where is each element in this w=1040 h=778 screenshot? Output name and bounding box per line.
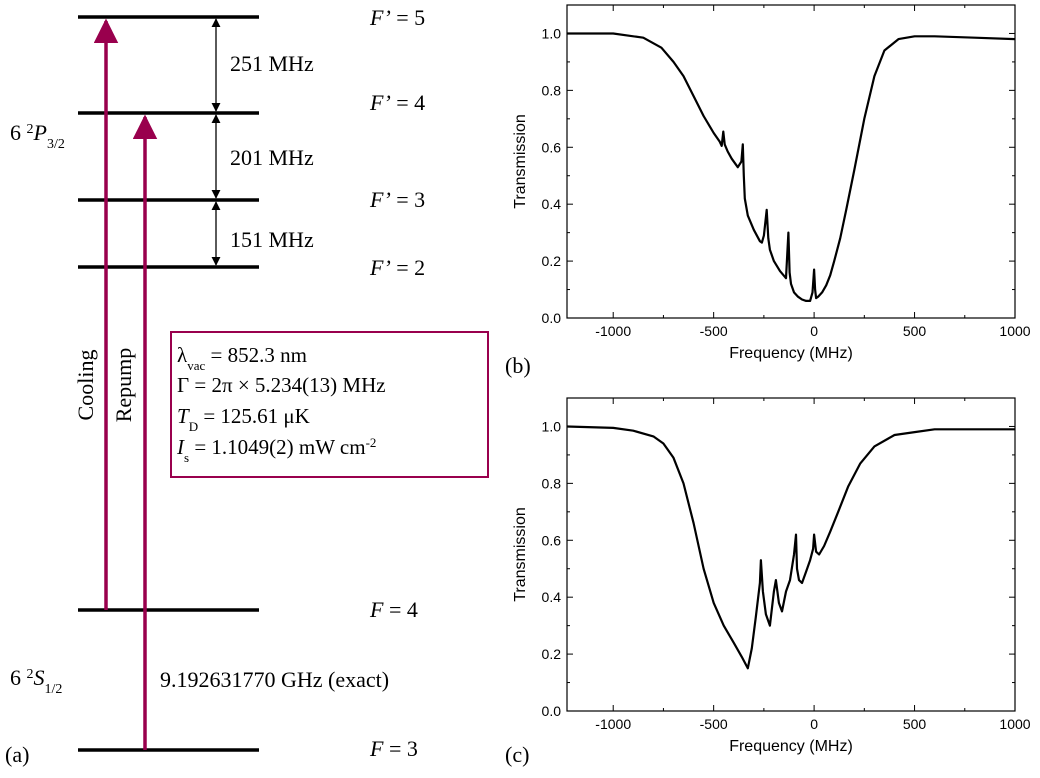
x-tick-label: 1000	[999, 716, 1030, 732]
level-label: F’ = 2	[369, 255, 425, 280]
constant-line: λvac = 852.3 nm	[177, 343, 307, 373]
x-tick-label: 0	[810, 716, 818, 732]
repump-label: Repump	[111, 348, 136, 423]
y-tick-label: 0.6	[542, 139, 562, 155]
x-tick-label: -500	[700, 323, 728, 339]
plot-frame	[566, 397, 1016, 712]
splitting-label: 201 MHz	[230, 145, 314, 170]
constant-line: TD = 125.61 μK	[177, 404, 310, 434]
level-label: F’ = 5	[369, 5, 425, 30]
level-label: F = 3	[369, 736, 418, 761]
excited-state-label: 6 2P3/2	[10, 120, 65, 152]
cooling-label: Cooling	[73, 350, 98, 421]
x-axis-title: Frequency (MHz)	[729, 345, 853, 362]
x-tick-label: -1000	[595, 323, 631, 339]
splitting-label: 251 MHz	[230, 51, 314, 76]
transmission-line	[566, 425, 1015, 670]
panel-label: (c)	[505, 742, 529, 767]
y-tick-label: 0.6	[542, 532, 562, 548]
y-tick-label: 0.4	[542, 589, 562, 605]
plot-frame	[566, 4, 1016, 319]
splitting-label: 151 MHz	[230, 227, 314, 252]
y-tick-label: 0.4	[542, 196, 562, 212]
x-tick-label: -500	[700, 716, 728, 732]
x-tick-label: -1000	[595, 716, 631, 732]
constant-line: Is = 1.1049(2) mW cm-2	[176, 435, 376, 465]
level-label: F’ = 4	[369, 90, 425, 115]
x-tick-label: 500	[903, 716, 927, 732]
x-tick-label: 1000	[999, 323, 1030, 339]
y-axis-title: Transmission	[512, 507, 529, 602]
y-axis-title: Transmission	[512, 114, 529, 209]
constants-box	[170, 331, 489, 478]
panel-label: (b)	[505, 353, 531, 378]
y-tick-label: 0.8	[542, 82, 562, 98]
y-tick-label: 0.2	[542, 646, 562, 662]
y-tick-label: 0.0	[542, 310, 562, 326]
level-label: F = 4	[369, 597, 418, 622]
x-tick-label: 0	[810, 323, 818, 339]
y-tick-label: 0.0	[542, 703, 562, 719]
transmission-line	[567, 32, 1016, 302]
y-tick-label: 1.0	[542, 418, 562, 434]
energy-level-diagram: F’ = 5 F’ = 4 F’ = 3 F’ = 2 F = 4 F = 3 251 MH…	[5, 5, 489, 767]
transmission-plot-b: -1000 -500 0 500 1000 0.0 0.2 0.4 0.6 0.8 1.0 Frequ…	[505, 4, 1031, 378]
constant-line: Γ = 2π × 5.234(13) MHz	[177, 373, 386, 397]
transmission-plot-c: -1000 -500 0 500 1000 0.0 0.2 0.4 0.6 0.8 1.0 Frequ…	[505, 397, 1031, 767]
level-label: F’ = 3	[369, 187, 425, 212]
x-tick-label: 500	[903, 323, 927, 339]
x-axis-title: Frequency (MHz)	[729, 738, 853, 755]
y-tick-label: 0.8	[542, 475, 562, 491]
y-tick-label: 0.2	[542, 253, 562, 269]
ground-splitting-label: 9.192631770 GHz (exact)	[160, 667, 389, 692]
panel-label-a: (a)	[5, 742, 29, 767]
ground-state-label: 6 2S1/2	[10, 665, 62, 697]
y-tick-label: 1.0	[542, 25, 562, 41]
